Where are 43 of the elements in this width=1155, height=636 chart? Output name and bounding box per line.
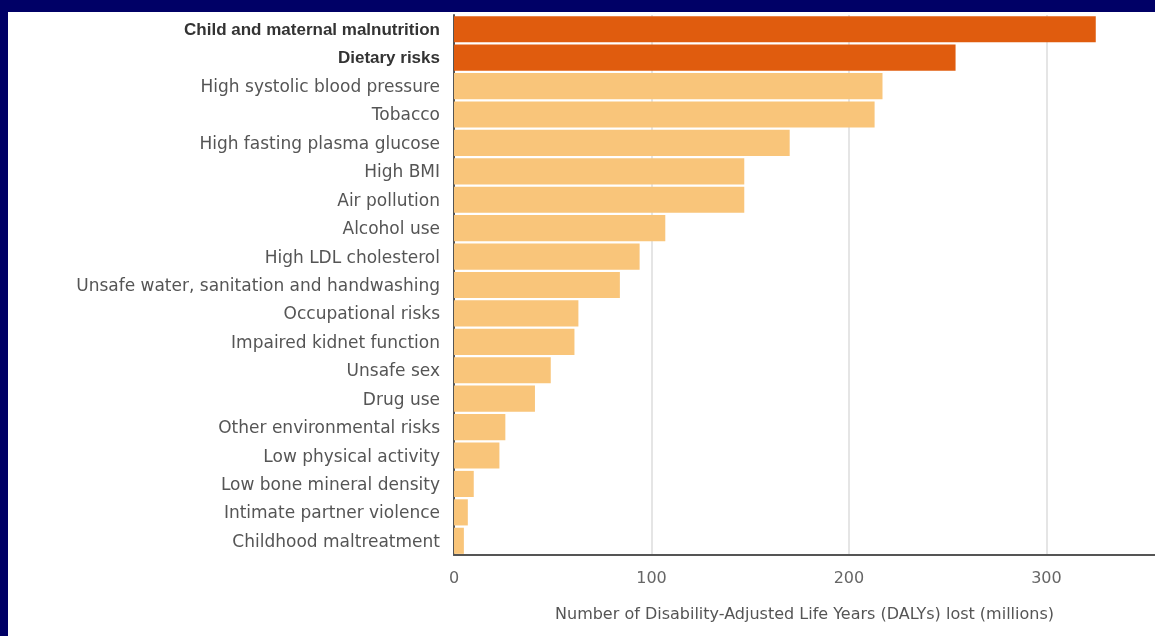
- y-tick-label: Occupational risks: [283, 303, 441, 324]
- y-tick-label: Dietary risks: [337, 48, 440, 68]
- x-tick-label: 0: [448, 567, 460, 587]
- y-tick-label: Unsafe sex: [346, 360, 440, 381]
- bar: [454, 44, 956, 71]
- bar: [454, 129, 790, 156]
- bar: [454, 357, 551, 384]
- y-tick-label: Tobacco: [370, 104, 440, 125]
- y-tick-label: Low bone mineral density: [220, 473, 440, 494]
- bar: [454, 527, 464, 554]
- y-tick-label: High BMI: [364, 161, 440, 182]
- y-tick-label: Alcohol use: [342, 218, 440, 239]
- bar: [454, 300, 579, 327]
- bar: [454, 158, 745, 185]
- x-tick-label: 200: [833, 567, 865, 587]
- bar: [454, 328, 575, 355]
- bar: [454, 186, 745, 213]
- y-tick-label: Low physical activity: [263, 445, 440, 466]
- y-tick-label: Unsafe water, sanitation and handwashing: [76, 275, 440, 295]
- x-tick-label: 100: [636, 567, 667, 587]
- bar: [454, 470, 474, 498]
- bar: [454, 215, 666, 242]
- y-tick-label: Other environmental risks: [218, 417, 441, 438]
- y-tick-label: Intimate partner violence: [223, 502, 440, 523]
- bar: [454, 385, 535, 412]
- y-tick-label: High systolic blood pressure: [200, 76, 440, 97]
- bar: [454, 499, 468, 526]
- y-tick-label: Impaired kidnet function: [231, 331, 440, 352]
- bar: [454, 16, 1096, 43]
- bar: [454, 101, 875, 128]
- bar: [454, 271, 620, 299]
- bar: [454, 243, 640, 270]
- bar: [454, 442, 500, 469]
- x-axis-title: Number of Disability-Adjusted Life Years (DALYs) lost (millions): [555, 603, 1054, 623]
- x-tick-label: 300: [1031, 567, 1062, 587]
- bar: [454, 72, 883, 100]
- y-tick-label: Childhood maltreatment: [232, 530, 441, 551]
- y-tick-label: Air pollution: [337, 189, 440, 210]
- bar: [454, 414, 506, 441]
- y-tick-label: Child and maternal malnutrition: [184, 19, 440, 39]
- y-tick-label: Drug use: [362, 388, 440, 409]
- y-tick-label: High fasting plasma glucose: [199, 132, 440, 153]
- y-tick-label: High LDL cholesterol: [264, 246, 440, 267]
